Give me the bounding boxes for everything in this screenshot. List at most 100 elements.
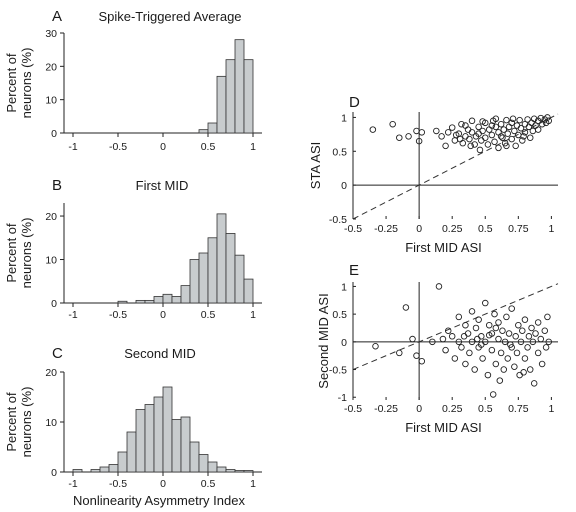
x-tick-label: 0.25 (442, 403, 463, 415)
scatter-point (529, 127, 537, 135)
histogram-bar (207, 461, 218, 473)
scatter-point (484, 371, 492, 379)
histogram-bar (126, 431, 137, 473)
y-tick-label: 0.5 (332, 309, 347, 321)
histogram-bar (207, 237, 218, 304)
histogram-bar (117, 300, 128, 304)
scatter-point (478, 333, 485, 340)
y-axis-label: Second MID ASI (316, 293, 331, 388)
scatter-point (524, 116, 531, 123)
y-tick-label: 0 (341, 180, 347, 192)
scatter-point (485, 126, 493, 133)
histogram-bar (234, 254, 245, 304)
scatter-point (530, 115, 538, 123)
scatter-point (521, 316, 529, 323)
panel-title: First MID (136, 178, 189, 193)
histogram-bar (117, 451, 128, 473)
scatter-point (456, 135, 464, 143)
panel-letter: A (52, 8, 62, 25)
x-tick-label: -0.5 (109, 478, 127, 490)
y-tick-label: 10 (45, 95, 57, 107)
scatter-point (448, 124, 456, 131)
scatter-point (525, 333, 533, 340)
histogram-bar (225, 469, 236, 473)
x-tick-label: 1 (548, 403, 554, 415)
x-tick-label: -0.25 (374, 223, 398, 235)
scatter-point (409, 335, 416, 343)
y-tick-label: 0 (51, 298, 57, 310)
histogram-bar (189, 259, 200, 304)
histogram-bar (180, 416, 191, 473)
y-tick-label: 1 (341, 281, 347, 293)
x-tick-label: 0.75 (508, 403, 529, 415)
x-axis-label: First MID ASI (405, 240, 482, 255)
scatter-point (488, 346, 496, 354)
scatter-point (482, 134, 489, 141)
scatter-point (520, 133, 527, 140)
y-tick-label: -0.5 (329, 214, 347, 226)
histogram-bar (189, 441, 200, 473)
scatter-point (504, 355, 511, 362)
scatter-point (519, 327, 526, 335)
x-tick-label: 0.5 (201, 309, 216, 321)
scatter-point (418, 357, 426, 365)
x-tick-label: 0.5 (478, 403, 493, 415)
x-tick-label: -0.25 (374, 403, 398, 415)
scatter-point (438, 133, 445, 140)
scatter-point (499, 327, 506, 335)
panel-e: E-0.5 -0.25 0 0.25 0.5 0.75 1-1-0.500.51First … (316, 262, 559, 435)
scatter-point (389, 120, 396, 128)
scatter-point (484, 141, 492, 148)
histogram-bar (243, 278, 254, 304)
scatter-point (433, 127, 440, 135)
scatter-point (526, 366, 534, 373)
x-axis-label: Nonlinearity Asymmetry Index (73, 493, 245, 508)
scatter-point (512, 142, 519, 150)
scatter-point (485, 321, 493, 329)
scatter-point (442, 142, 449, 150)
x-tick-label: 0.25 (442, 223, 463, 235)
scatter-point (464, 330, 472, 337)
y-tick-label: 20 (45, 367, 57, 379)
y-axis-label: Percent ofneurons (%) (4, 387, 34, 458)
scatter-point (491, 138, 498, 146)
scatter-point (451, 355, 459, 362)
scatter-point (500, 366, 508, 373)
scatter-point (466, 135, 473, 143)
scatter-point (474, 335, 481, 343)
scatter-point (455, 313, 463, 321)
histogram-bar (180, 285, 191, 304)
panel-letter: E (349, 262, 359, 279)
scatter-point (478, 137, 485, 144)
scatter-point (468, 129, 476, 136)
scatter-point (488, 131, 496, 139)
scatter-point (513, 349, 521, 357)
panel-letter: B (52, 177, 62, 194)
histogram-bar (243, 59, 254, 134)
x-tick-label: -1 (68, 309, 77, 321)
scatter-point (503, 142, 510, 150)
y-tick-label: 10 (45, 417, 57, 429)
panel-title: Spike-Triggered Average (98, 9, 241, 24)
scatter-point (516, 371, 523, 379)
scatter-point (500, 126, 508, 133)
scatter-point (530, 380, 538, 387)
scatter-point (451, 137, 459, 144)
scatter-point (503, 116, 510, 124)
y-tick-label: 20 (45, 61, 57, 73)
histogram-bar (99, 466, 110, 473)
x-tick-label: 0 (160, 478, 166, 490)
scatter-point (402, 304, 410, 311)
x-tick-label: 1 (250, 309, 256, 321)
histogram-bar (216, 75, 227, 134)
scatter-point (396, 134, 403, 141)
scatter-point (499, 134, 506, 141)
scatter-point (478, 341, 485, 348)
histogram-bar (135, 409, 146, 473)
scatter-point (497, 349, 505, 357)
x-tick-label: 1 (548, 223, 554, 235)
identity-reference-line (352, 283, 559, 370)
scatter-point (496, 377, 504, 384)
scatter-point (475, 316, 482, 323)
scatter-point (467, 142, 474, 150)
